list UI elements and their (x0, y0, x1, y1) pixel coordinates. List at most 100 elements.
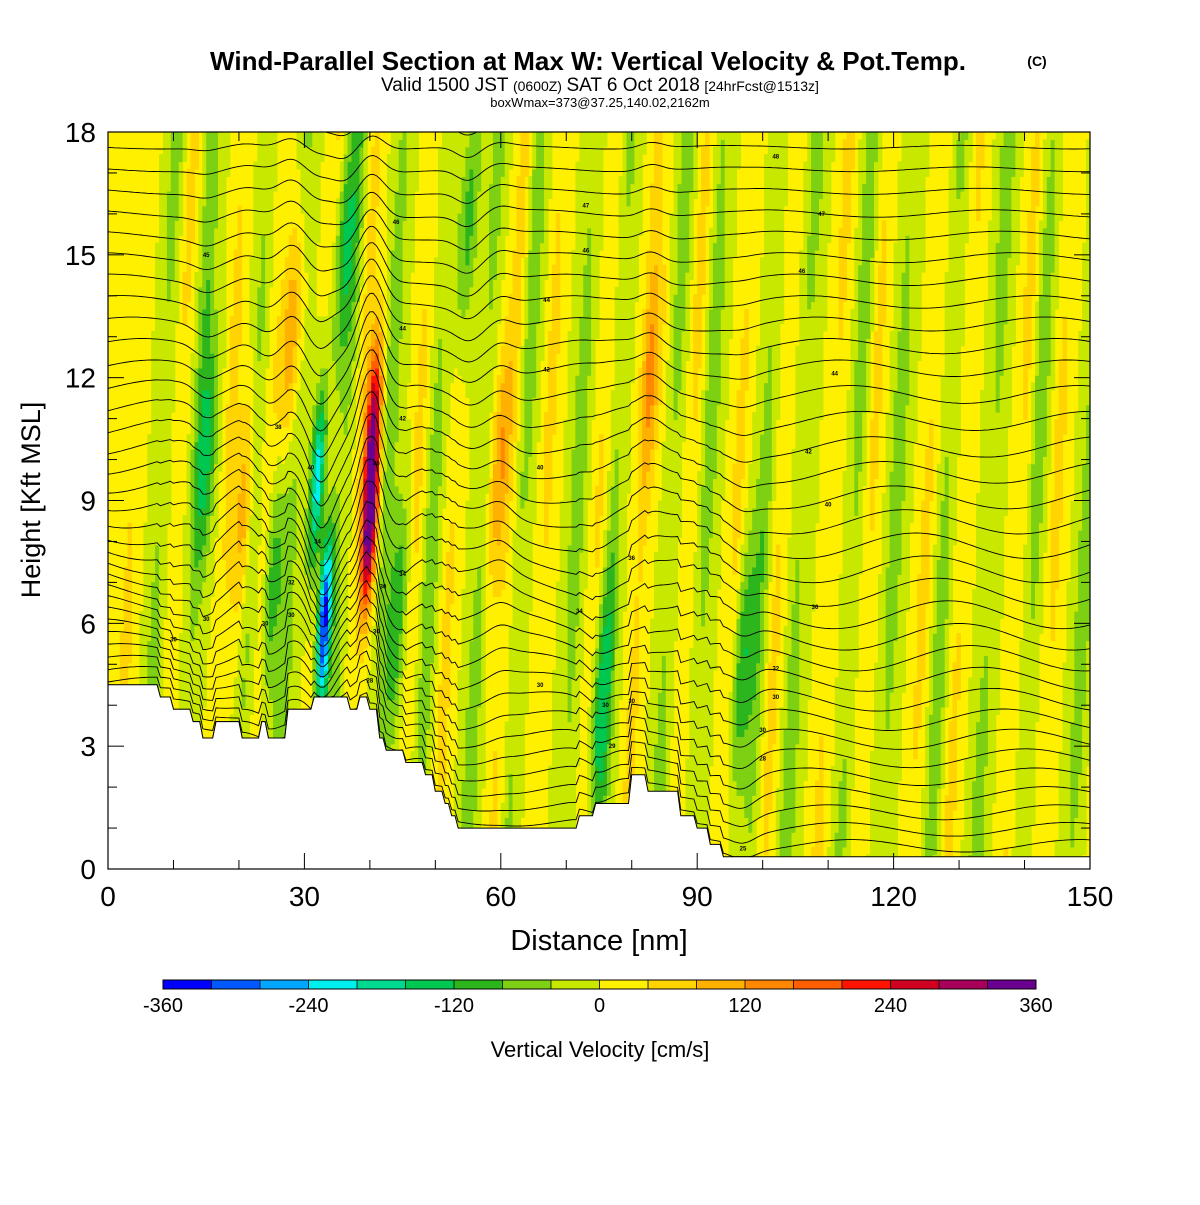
field-cell (186, 485, 192, 494)
field-cell (206, 441, 211, 450)
field-cell (163, 456, 168, 465)
field-cell (292, 434, 298, 443)
field-cell (182, 692, 188, 701)
field-cell (194, 448, 199, 457)
field-cell (383, 463, 388, 472)
field-cell (225, 515, 231, 524)
field-cell (221, 301, 227, 310)
field-cell (257, 139, 262, 148)
field-cell (386, 625, 392, 634)
field-cell (159, 183, 164, 192)
field-cell (308, 272, 313, 280)
field-cell (253, 235, 258, 244)
field-cell (324, 478, 329, 487)
field-cell (331, 618, 337, 627)
field-cell (159, 390, 164, 398)
field-cell (288, 249, 294, 258)
field-cell (339, 471, 345, 479)
field-cell (343, 448, 349, 457)
field-cell (225, 544, 231, 553)
field-cell (265, 154, 270, 163)
field-cell (194, 426, 199, 435)
field-cell (296, 500, 301, 509)
field-cell (371, 353, 376, 362)
field-cell (355, 493, 360, 502)
field-cell (308, 588, 313, 597)
field-cell (233, 581, 239, 590)
field-cell (174, 249, 180, 258)
field-cell (386, 515, 392, 524)
field-cell (163, 537, 168, 546)
field-cell (394, 448, 400, 457)
field-cell (206, 544, 211, 553)
field-cell (363, 566, 368, 575)
field-cell (379, 338, 384, 347)
field-cell (182, 566, 188, 575)
field-cell (206, 235, 211, 244)
field-cell (190, 382, 195, 391)
field-cell (402, 397, 408, 406)
field-cell (383, 434, 388, 443)
field-cell (166, 367, 172, 376)
field-cell (331, 507, 337, 516)
field-cell (186, 662, 192, 671)
field-cell (394, 507, 400, 516)
field-cell (166, 507, 172, 516)
field-cell (237, 596, 243, 605)
field-cell (265, 618, 270, 627)
field-cell (331, 294, 337, 303)
field-cell (276, 456, 282, 465)
field-cell (386, 242, 392, 251)
field-cell (253, 294, 258, 303)
field-cell (394, 213, 400, 222)
field-cell (386, 471, 392, 479)
field-cell (394, 463, 400, 472)
field-cell (406, 220, 411, 229)
field-cell (265, 581, 270, 590)
field-cell (218, 441, 223, 450)
field-cell (406, 434, 411, 443)
field-cell (155, 323, 160, 332)
field-cell (163, 242, 168, 251)
field-cell (402, 441, 408, 450)
field-cell (304, 596, 309, 605)
field-cell (257, 294, 262, 303)
field-cell (316, 176, 321, 185)
field-cell (308, 530, 313, 538)
field-cell (394, 397, 400, 406)
field-cell (276, 699, 282, 708)
field-cell (170, 286, 176, 295)
field-cell (159, 323, 164, 332)
field-cell (159, 611, 164, 620)
field-cell (249, 308, 254, 317)
field-cell (261, 434, 266, 443)
field-cell (390, 242, 396, 251)
field-cell (351, 139, 356, 148)
field-cell (386, 729, 392, 737)
field-cell (265, 316, 270, 325)
field-cell (383, 596, 388, 605)
field-cell (394, 714, 400, 723)
field-cell (210, 205, 215, 214)
field-cell (214, 404, 219, 413)
field-cell (123, 611, 129, 620)
field-cell (324, 647, 329, 656)
field-cell (237, 471, 243, 479)
field-cell (304, 249, 309, 258)
field-cell (371, 249, 376, 258)
field-cell (410, 249, 415, 258)
field-cell (288, 611, 294, 620)
field-cell (273, 522, 278, 531)
field-cell (280, 633, 286, 642)
field-cell (367, 301, 372, 310)
field-cell (316, 611, 321, 620)
field-cell (406, 367, 411, 376)
field-cell (359, 382, 364, 391)
field-cell (265, 360, 270, 369)
field-cell (155, 647, 160, 656)
field-cell (371, 331, 376, 339)
field-cell (202, 323, 207, 332)
field-cell (351, 205, 356, 214)
field-cell (304, 191, 309, 199)
field-cell (276, 640, 282, 649)
